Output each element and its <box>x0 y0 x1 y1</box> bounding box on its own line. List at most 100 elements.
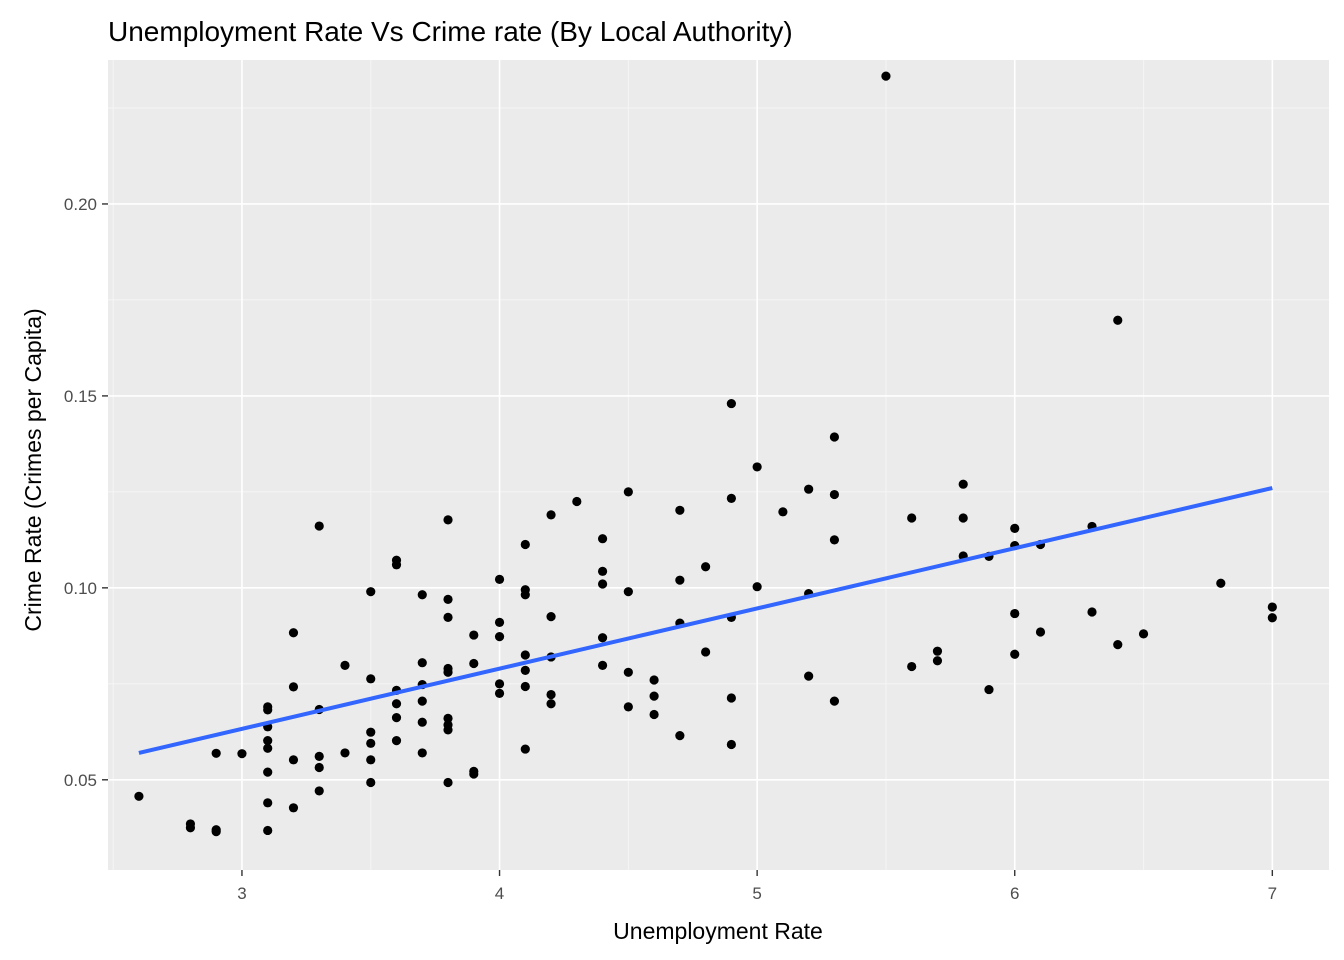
data-point <box>546 699 556 709</box>
data-point <box>494 679 505 689</box>
data-point <box>417 696 427 706</box>
x-tick-label: 6 <box>1010 884 1019 903</box>
chart-title: Unemployment Rate Vs Crime rate (By Loca… <box>108 16 793 47</box>
y-tick-label: 0.05 <box>64 771 97 790</box>
data-point <box>597 660 608 670</box>
data-point <box>907 513 917 523</box>
data-point <box>391 560 402 570</box>
data-point <box>443 594 453 604</box>
data-point <box>932 656 943 666</box>
data-point <box>391 699 402 709</box>
data-point <box>546 510 556 520</box>
data-points <box>134 71 1277 837</box>
x-tick-label: 3 <box>237 884 246 903</box>
data-point <box>288 755 299 765</box>
data-point <box>185 823 196 833</box>
plot-panel <box>108 60 1329 870</box>
data-point <box>391 736 402 746</box>
data-point <box>597 534 608 544</box>
minor-gridlines <box>108 60 1329 870</box>
data-point <box>829 489 840 500</box>
data-point <box>597 579 608 589</box>
data-point <box>597 566 608 576</box>
data-point <box>829 696 840 706</box>
data-point <box>958 513 968 523</box>
y-tick-label: 0.20 <box>64 195 97 214</box>
data-point <box>494 688 505 699</box>
data-point <box>1267 613 1277 623</box>
data-point <box>314 751 324 761</box>
data-point <box>726 493 736 503</box>
data-point <box>366 738 376 748</box>
data-point <box>263 705 273 715</box>
data-point <box>958 479 968 489</box>
data-point <box>1087 607 1097 617</box>
data-point <box>494 574 505 584</box>
data-point <box>366 777 376 788</box>
data-point <box>804 671 814 681</box>
data-point <box>263 825 273 836</box>
data-point <box>675 575 685 585</box>
data-point <box>520 681 530 692</box>
data-point <box>443 515 453 525</box>
data-point <box>726 693 736 703</box>
data-point <box>546 612 556 622</box>
y-axis-title: Crime Rate (Crimes per Capita) <box>20 308 46 631</box>
trend-line <box>138 486 1273 755</box>
data-point <box>597 633 608 643</box>
data-point <box>366 755 376 765</box>
data-point <box>288 682 299 692</box>
x-axis-ticks: 3 4 5 6 7 <box>237 870 1277 903</box>
data-point <box>443 777 453 788</box>
data-point <box>520 665 530 675</box>
data-point <box>314 786 324 796</box>
trend-line-layer <box>138 486 1273 755</box>
data-point <box>726 398 736 409</box>
data-point <box>417 590 427 600</box>
data-point <box>443 667 453 677</box>
data-point <box>520 590 530 600</box>
data-point <box>314 521 324 531</box>
data-point <box>1010 649 1020 659</box>
data-point <box>726 739 736 750</box>
data-point <box>211 827 221 837</box>
data-point <box>417 717 427 727</box>
y-tick-label: 0.15 <box>64 387 97 406</box>
data-point <box>1035 627 1046 637</box>
data-point <box>752 582 762 592</box>
data-point <box>1138 629 1149 639</box>
data-point <box>701 647 711 657</box>
data-point <box>134 791 144 801</box>
data-point <box>1267 602 1277 612</box>
data-point <box>494 631 505 642</box>
x-tick-label: 4 <box>495 884 504 903</box>
data-point <box>520 744 530 754</box>
data-point <box>829 432 840 442</box>
data-point <box>314 762 324 773</box>
data-point <box>778 507 788 517</box>
y-tick-label: 0.10 <box>64 579 97 598</box>
data-point <box>288 628 299 638</box>
data-point <box>520 539 530 550</box>
data-point <box>391 712 402 723</box>
data-point <box>366 674 376 684</box>
data-point <box>649 709 659 720</box>
data-point <box>623 667 633 677</box>
data-point <box>546 689 556 700</box>
data-point <box>1113 640 1123 650</box>
data-point <box>494 617 505 627</box>
data-point <box>829 535 840 545</box>
data-point <box>623 487 633 497</box>
data-point <box>623 702 633 712</box>
data-point <box>443 725 453 735</box>
data-point <box>340 660 350 670</box>
data-point <box>443 713 453 723</box>
data-point <box>701 562 711 572</box>
data-point <box>263 743 273 753</box>
data-point <box>649 691 659 701</box>
x-axis-title: Unemployment Rate <box>613 918 823 944</box>
x-tick-label: 5 <box>752 884 761 903</box>
data-point <box>417 748 427 758</box>
data-point <box>520 650 530 660</box>
